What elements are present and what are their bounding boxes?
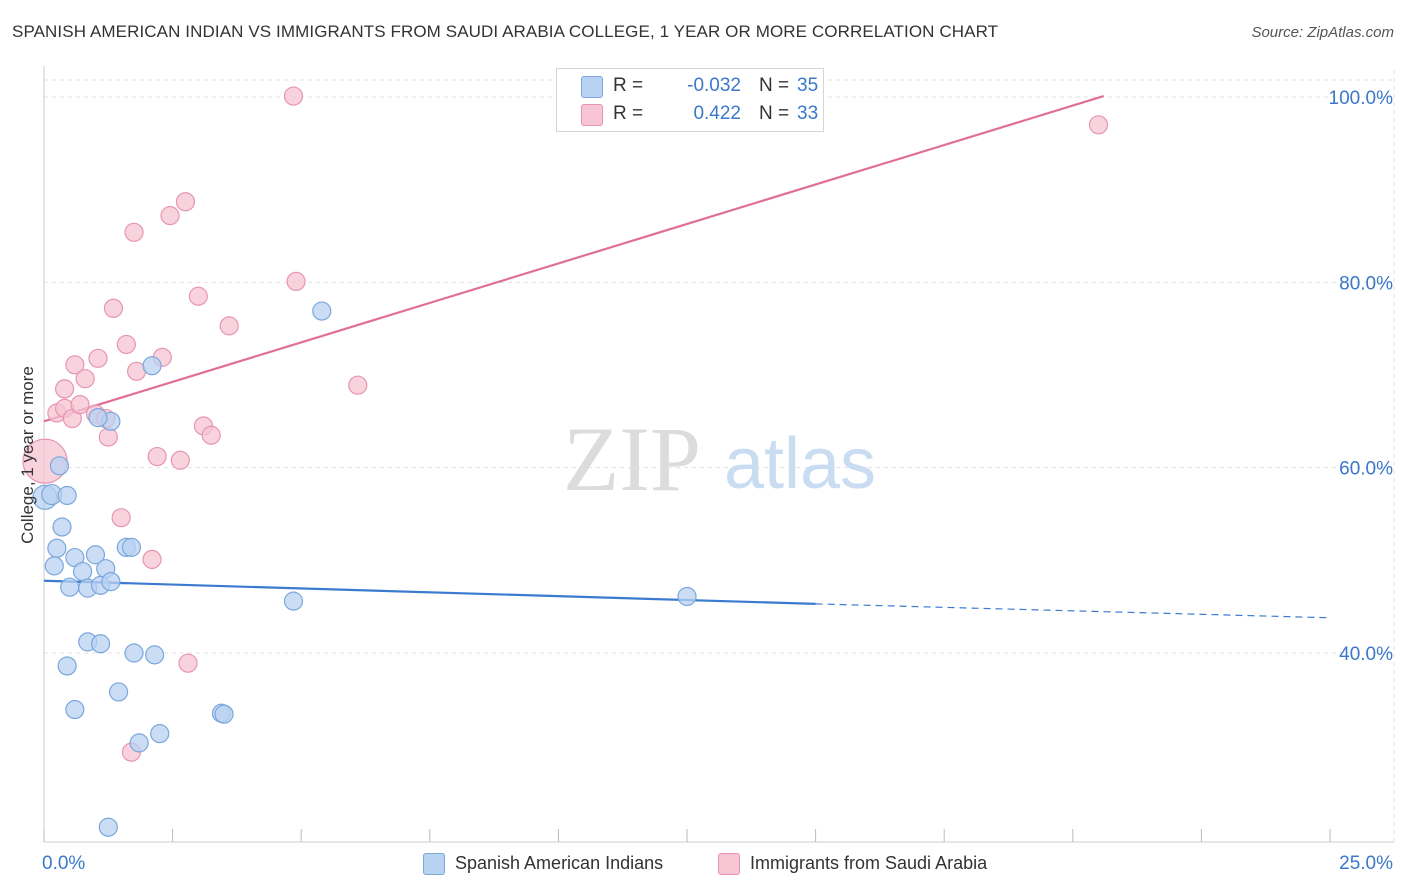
chart-title: SPANISH AMERICAN INDIAN VS IMMIGRANTS FR… xyxy=(12,22,999,41)
point-blue xyxy=(44,556,64,576)
point-pink xyxy=(116,334,136,355)
point-pink xyxy=(142,549,162,570)
y-tick-label: 40.0% xyxy=(1339,644,1393,665)
y-tick-label: 60.0% xyxy=(1339,459,1393,480)
x-tick-label: 25.0% xyxy=(1339,853,1393,874)
y-tick-label: 80.0% xyxy=(1339,273,1393,294)
series-swatch-blue xyxy=(423,853,445,875)
watermark: ZIP atlas xyxy=(563,408,876,510)
legend-r-label: R = xyxy=(613,75,644,96)
watermark-atlas: atlas xyxy=(724,424,876,504)
axes xyxy=(43,66,1394,843)
point-blue xyxy=(101,572,121,592)
watermark-zip: ZIP xyxy=(563,408,701,510)
data-points xyxy=(22,86,1109,837)
point-blue xyxy=(90,634,111,654)
grid xyxy=(44,70,1395,842)
point-blue xyxy=(52,517,72,537)
legend-swatch-pink xyxy=(581,104,603,126)
correlation-legend: R = -0.032 N = 35 R = 0.422 N = 33 xyxy=(556,68,824,132)
legend-n-value: 33 xyxy=(797,103,819,124)
point-blue xyxy=(60,577,80,597)
point-pink xyxy=(1088,115,1109,135)
point-blue xyxy=(88,408,108,428)
legend-r-label: R = xyxy=(613,103,644,124)
legend-n-value: 35 xyxy=(797,75,819,96)
trend-line-pink xyxy=(43,95,1104,423)
point-pink xyxy=(201,425,221,445)
trend-line-blue xyxy=(43,579,816,605)
point-blue xyxy=(214,704,234,724)
point-blue xyxy=(108,682,129,702)
legend-r-value: 0.422 xyxy=(693,103,741,124)
point-blue xyxy=(283,591,304,611)
series-label-pink: Immigrants from Saudi Arabia xyxy=(750,853,988,873)
point-pink xyxy=(160,206,180,226)
point-pink xyxy=(75,369,95,389)
point-pink xyxy=(70,395,90,415)
legend-n-label: N = xyxy=(759,75,790,96)
trend-line-blue-extrapolated xyxy=(815,603,1331,619)
point-pink xyxy=(65,355,85,375)
point-blue xyxy=(98,817,118,837)
series-label-blue: Spanish American Indians xyxy=(455,853,664,873)
point-pink xyxy=(188,286,208,306)
x-tick-label: 0.0% xyxy=(42,853,85,874)
point-blue xyxy=(142,356,162,376)
point-blue xyxy=(144,645,165,665)
point-pink xyxy=(178,653,198,673)
point-pink xyxy=(54,379,75,399)
y-axis-label: College, 1 year or more xyxy=(18,366,37,544)
point-pink xyxy=(124,222,144,242)
point-pink xyxy=(348,375,368,395)
point-pink xyxy=(111,508,131,528)
series-swatch-pink xyxy=(718,853,740,875)
point-blue xyxy=(57,656,77,676)
point-pink xyxy=(286,271,306,292)
point-pink xyxy=(170,450,190,470)
point-blue xyxy=(121,537,142,557)
legend-n-label: N = xyxy=(759,103,790,124)
point-pink xyxy=(147,446,167,467)
point-pink xyxy=(175,192,196,212)
point-pink xyxy=(219,316,239,336)
point-blue xyxy=(47,538,67,558)
trend-lines xyxy=(43,95,1331,619)
point-blue xyxy=(677,586,697,607)
point-pink xyxy=(98,427,118,447)
point-blue xyxy=(72,561,93,582)
point-pink xyxy=(103,298,124,318)
point-blue xyxy=(150,724,170,744)
point-pink xyxy=(88,348,108,368)
point-blue xyxy=(129,733,149,753)
point-blue xyxy=(57,485,77,506)
point-blue xyxy=(124,643,144,663)
point-blue xyxy=(85,545,106,565)
point-blue xyxy=(49,456,70,476)
point-pink xyxy=(283,86,304,106)
source-credit: Source: ZipAtlas.com xyxy=(1251,24,1394,41)
tick-labels: 40.0% 60.0% 80.0% 100.0% 0.0% 25.0% xyxy=(42,88,1393,874)
point-blue xyxy=(65,699,85,720)
legend-swatch-blue xyxy=(581,76,603,98)
legend-r-value: -0.032 xyxy=(687,75,741,96)
point-blue xyxy=(312,301,332,321)
y-tick-label: 100.0% xyxy=(1329,88,1394,109)
